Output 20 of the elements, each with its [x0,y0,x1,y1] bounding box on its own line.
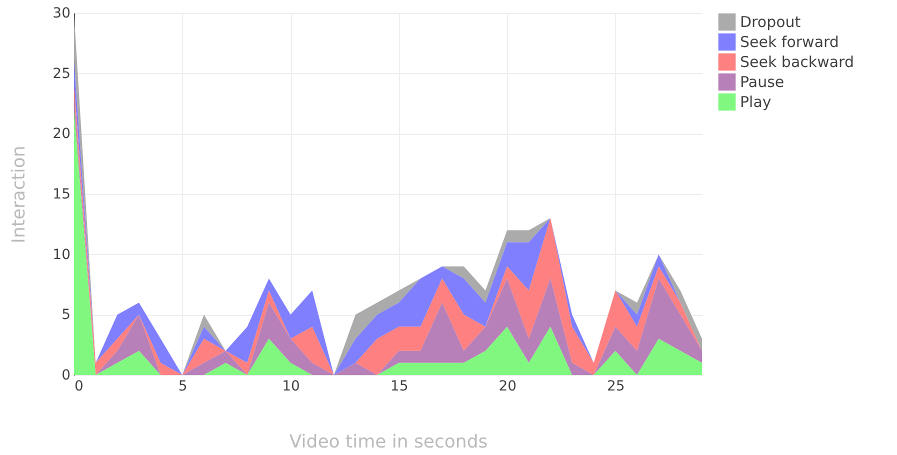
legend-label: Pause [740,73,784,91]
legend-label: Seek forward [740,33,839,51]
x-tick-label: 15 [390,378,408,394]
y-tick-label: 30 [52,6,70,22]
y-axis-title: Interaction [8,146,30,244]
x-axis-title: Video time in seconds [289,432,488,452]
x-tick-label: 0 [74,378,84,394]
y-tick-label: 0 [62,368,70,384]
legend-label: Seek backward [740,53,854,71]
y-tick-label: 5 [62,307,70,324]
y-tick-label: 25 [52,66,70,82]
x-tick-label: 10 [282,378,300,394]
x-tick-label: 25 [606,378,625,394]
y-tick-label: 15 [52,186,70,202]
x-tick-label: 5 [178,378,188,394]
y-tick-label: 20 [52,126,70,142]
legend-label: Play [740,93,772,111]
legend-label: Dropout [740,13,801,31]
y-tick-label: 10 [52,246,70,263]
x-tick-label: 20 [498,378,517,394]
